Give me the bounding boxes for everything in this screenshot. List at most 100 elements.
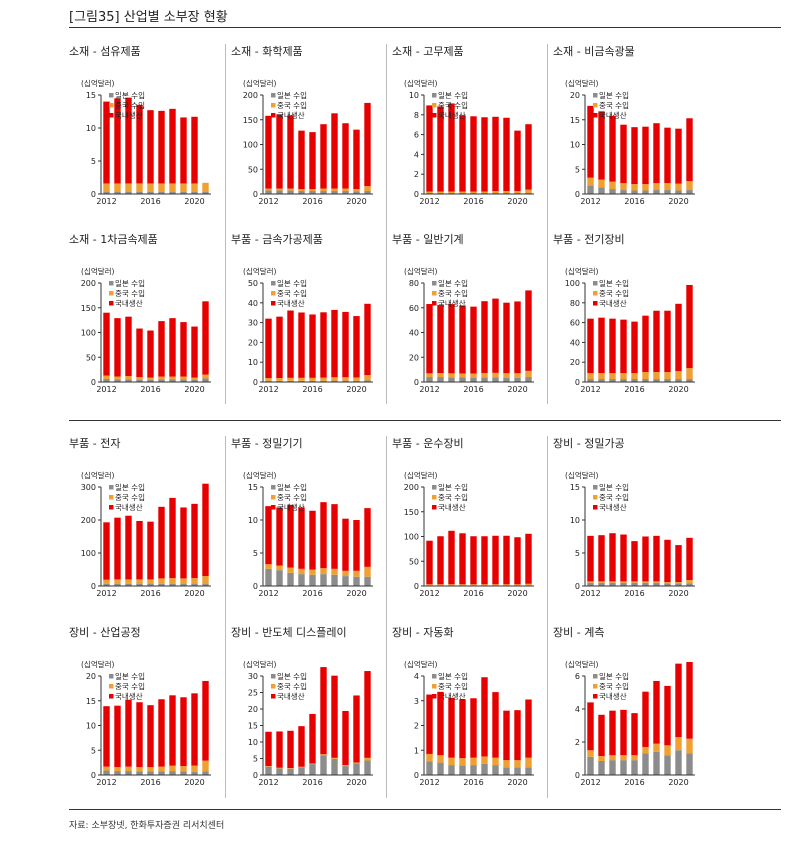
chart-3-bar-china-2015	[459, 191, 466, 194]
chart-5-bar-domestic-2012	[103, 312, 110, 376]
chart-13-xtick-label: 2016	[140, 778, 160, 787]
chart-16-bar-japan-2020	[675, 750, 682, 775]
chart-13-legend-swatch	[109, 694, 114, 699]
chart-3-bar-china-2014	[448, 191, 455, 194]
chart-5-bar-japan-2012	[103, 379, 110, 382]
chart-4-bar-japan-2017	[642, 190, 649, 194]
chart-2-bar-china-2017	[320, 188, 327, 192]
chart-12-legend-swatch	[593, 485, 598, 490]
chart-13-ylabel: (십억달러)	[81, 660, 115, 669]
chart-16-bar-china-2021	[686, 738, 693, 754]
chart-9-bar-domestic-2016	[147, 521, 154, 580]
chart-7-bar-domestic-2012	[426, 304, 433, 374]
top-rule	[69, 27, 781, 28]
chart-12-bar-japan-2015	[620, 582, 627, 586]
chart-13-legend-swatch	[109, 684, 114, 689]
chart-3-bar-domestic-2017	[481, 117, 488, 192]
chart-4-bar-japan-2013	[598, 187, 605, 194]
chart-4-bar-china-2020	[675, 183, 682, 191]
chart-7-xtick-label: 2020	[507, 385, 527, 394]
chart-4-bar-japan-2015	[620, 190, 627, 194]
chart-12-bar-domestic-2018	[653, 535, 660, 582]
chart-10-legend-swatch	[271, 495, 276, 500]
chart-11-bar-china-2013	[437, 584, 444, 586]
chart-4-bar-japan-2021	[686, 190, 693, 194]
chart-12-bar-domestic-2019	[664, 539, 671, 583]
chart-5-legend-swatch	[109, 281, 114, 286]
chart-10-bar-china-2013	[276, 565, 283, 571]
chart-13-bar-japan-2015	[136, 771, 143, 775]
chart-2-ytick-label: 0	[253, 190, 258, 199]
chart-4-legend-swatch	[593, 113, 598, 118]
chart-16-legend-swatch	[593, 684, 598, 689]
chart-14-bar-japan-2015	[298, 767, 305, 775]
chart-5-bar-japan-2013	[114, 379, 121, 382]
chart-11-bar-china-2019	[503, 584, 510, 586]
chart-6-bar-china-2017	[320, 377, 327, 381]
divider	[225, 436, 226, 798]
chart-11-bar-china-2016	[470, 584, 477, 586]
chart-15-legend-label: 국내생산	[438, 691, 466, 701]
chart-8-bar-china-2019	[664, 372, 671, 380]
chart-7-bar-domestic-2013	[437, 305, 444, 374]
chart-16-bar-domestic-2013	[598, 714, 605, 757]
chart-6-bar-domestic-2016	[309, 314, 316, 378]
chart-4-ytick-label: 15	[570, 116, 580, 125]
chart-9-xtick-label: 2016	[140, 589, 160, 598]
chart-14-bar-japan-2020	[353, 763, 360, 775]
chart-11-legend-swatch	[432, 485, 437, 490]
chart-12-ylabel: (십억달러)	[565, 471, 599, 480]
chart-5-legend-label: 국내생산	[115, 298, 143, 308]
chart-5-ylabel: (십억달러)	[81, 267, 115, 276]
chart-15-legend-swatch	[432, 694, 437, 699]
chart-13-bar-domestic-2014	[125, 699, 132, 767]
chart-10-bar-china-2014	[287, 567, 294, 573]
chart-4-bar-japan-2012	[587, 185, 594, 194]
chart-11-bar-domestic-2014	[448, 530, 455, 585]
chart-14-bar-china-2016	[309, 763, 316, 765]
chart-2-bar-japan-2016	[309, 191, 316, 194]
chart-11-bar-domestic-2013	[437, 536, 444, 585]
chart-9-bar-domestic-2012	[103, 522, 110, 580]
chart-4-title: 소재 - 비금속광물	[553, 45, 635, 58]
chart-15-ylabel: (십억달러)	[404, 660, 438, 669]
chart-6-bar-china-2020	[353, 377, 360, 381]
chart-9-xtick-label: 2020	[184, 589, 204, 598]
chart-2-legend-swatch	[271, 113, 276, 118]
chart-5-bar-china-2021	[202, 374, 209, 379]
chart-3-legend-label: 중국 수입	[438, 101, 468, 110]
chart-8-ytick-label: 60	[570, 319, 580, 328]
chart-2-bar-domestic-2020	[353, 129, 360, 190]
chart-8-bar-japan-2017	[642, 379, 649, 382]
chart-14-legend-swatch	[271, 674, 276, 679]
chart-1-bar-china-2020	[191, 183, 198, 193]
chart-6-bar-japan-2014	[287, 380, 294, 382]
chart-2-xtick-label: 2016	[302, 197, 322, 206]
chart-10-bar-domestic-2021	[364, 508, 371, 567]
chart-8-bar-japan-2016	[631, 379, 638, 382]
chart-1-bar-japan-2017	[158, 192, 165, 194]
chart-15-bar-china-2016	[470, 757, 477, 766]
chart-12-bar-domestic-2012	[587, 535, 594, 582]
chart-12-title: 장비 - 정밀가공	[553, 437, 625, 450]
chart-10-bar-china-2018	[331, 568, 338, 575]
chart-3-bar-domestic-2021	[525, 124, 532, 190]
chart-2-bar-domestic-2017	[320, 124, 327, 189]
chart-13-legend-label: 국내생산	[115, 691, 143, 701]
chart-2-bar-china-2021	[364, 186, 371, 192]
chart-5-bar-japan-2018	[169, 379, 176, 382]
chart-1-bar-domestic-2018	[169, 108, 176, 184]
chart-2-bar-china-2014	[287, 188, 294, 191]
chart-12-bar-domestic-2017	[642, 536, 649, 582]
chart-15-xtick-label: 2016	[463, 778, 483, 787]
chart-2-bar-japan-2019	[342, 191, 349, 194]
chart-5-xtick-label: 2016	[140, 385, 160, 394]
chart-1-bar-domestic-2016	[147, 110, 154, 184]
chart-11-ytick-label: 200	[404, 483, 419, 492]
chart-1-bar-china-2015	[136, 183, 143, 193]
chart-16-bar-china-2019	[664, 745, 671, 756]
chart-3-legend-label: 국내생산	[438, 110, 466, 120]
chart-2-title: 소재 - 화학제품	[231, 45, 303, 58]
